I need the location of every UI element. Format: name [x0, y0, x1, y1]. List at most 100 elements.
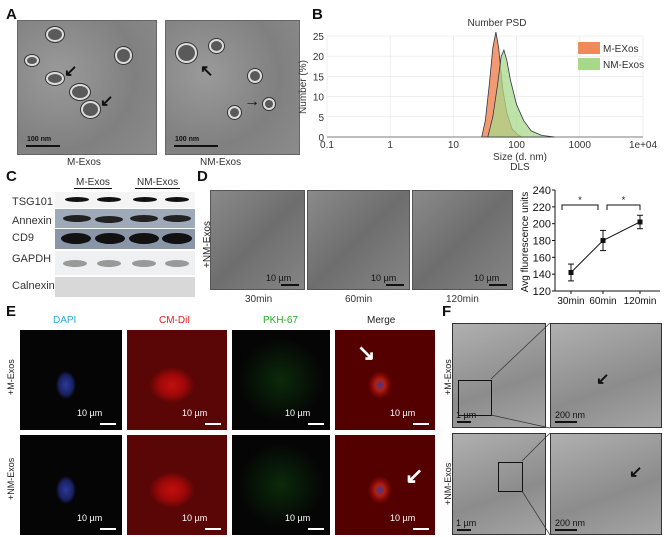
arrow-icon: ↙	[405, 463, 424, 488]
x-tick-label: 30min	[557, 296, 584, 307]
y-tick-label: 20	[313, 52, 325, 63]
y-tick-label: 180	[533, 236, 551, 248]
blot-group-nm-exos: NM-Exos	[135, 177, 181, 189]
y-tick-label: 25	[313, 32, 325, 43]
scale-bar-label: 10 µm	[182, 513, 208, 523]
scale-bar-label: 100 nm	[27, 136, 52, 143]
y-tick-label: 120	[533, 286, 551, 298]
panel-label-d: D	[197, 168, 208, 185]
scale-bar-label: 200 nm	[555, 410, 586, 420]
y-tick-label: 200	[533, 219, 551, 231]
arrow-icon: ↙	[596, 371, 610, 388]
y-tick-label: 140	[533, 269, 551, 281]
y-tick-label: 160	[533, 252, 551, 264]
significance-bracket	[561, 204, 599, 210]
blot-label-tsg101: TSG101	[12, 196, 53, 208]
scale-bar-label: 200 nm	[555, 518, 586, 528]
em-image-m-exos-high: ↙ 200 nm	[550, 323, 662, 428]
row-label-m-exos: +M-Exos	[6, 359, 16, 395]
data-point	[568, 269, 574, 275]
row-label-nm-exos: +NM-Exos	[6, 457, 16, 500]
blot-tsg101	[55, 192, 195, 208]
blot-annexin	[55, 209, 195, 228]
dic-image-120min: 10 µm	[412, 190, 513, 290]
legend-label: M-EXos	[603, 44, 639, 55]
scale-bar-label: 10 µm	[285, 513, 311, 523]
significance-marker: *	[622, 195, 626, 205]
scale-bar-label: 10 µm	[390, 513, 416, 523]
fluorescence-image-cm-dii-nm-exos: 10 µm	[127, 435, 227, 535]
caption-nm-exos: NM-Exos	[200, 157, 242, 168]
chart-title: Number PSD	[468, 18, 527, 29]
y-tick-label: 0	[318, 133, 324, 144]
y-tick-label: 15	[313, 72, 325, 83]
y-tick-label: 5	[318, 113, 324, 124]
x-tick-label: 1000	[569, 140, 592, 151]
data-line	[570, 221, 641, 273]
data-point	[637, 219, 643, 225]
fluorescence-image-pkh-67-nm-exos: 10 µm	[232, 435, 330, 535]
arrow-icon: ↙	[629, 464, 643, 481]
x-tick-label: 0.1	[320, 140, 334, 151]
panel-label-a: A	[6, 6, 17, 23]
arrow-icon: ↖	[200, 63, 214, 80]
y-axis-label: Avg fluorescence units	[520, 192, 531, 292]
blot-label-calnexin: Calnexin	[12, 280, 55, 292]
x-tick-label: 1e+04	[629, 140, 658, 151]
significance-bracket	[606, 204, 641, 210]
fluorescence-image-merge-nm-exos: 10 µm ↙	[335, 435, 435, 535]
area-nm-exos	[487, 48, 555, 138]
dic-image-60min: 10 µm	[307, 190, 410, 290]
arrow-icon: →	[244, 93, 260, 110]
column-label-pkh-67: PKH-67	[263, 315, 299, 326]
scale-bar-label: 10 µm	[474, 273, 500, 283]
fluorescence-image-merge-m-exos: 10 µm ↘	[335, 330, 435, 430]
x-axis-label-2: DLS	[510, 162, 530, 173]
scale-bar-label: 10 µm	[266, 273, 292, 283]
scale-bar-label: 1 µm	[456, 410, 477, 420]
y-tick-label: 220	[533, 202, 551, 214]
blot-label-annexin: Annexin	[12, 215, 52, 227]
tem-image-m-exos: ↙ ↙ 100 nm	[17, 20, 157, 155]
x-tick-label: 1	[387, 140, 393, 151]
legend-swatch	[578, 42, 600, 54]
time-label-60min: 60min	[345, 294, 373, 305]
fluorescence-image-dapi-nm-exos: 10 µm	[20, 435, 122, 535]
fluorescence-image-dapi-m-exos: 10 µm	[20, 330, 122, 430]
scale-bar-label: 10 µm	[371, 273, 397, 283]
em-image-nm-exos-high: ↙ 200 nm	[550, 433, 662, 535]
fluorescence-image-pkh-67-m-exos: 10 µm	[232, 330, 330, 430]
caption-m-exos: M-Exos	[67, 157, 101, 168]
column-label-cm-dii: CM-DiI	[159, 315, 191, 326]
x-tick-label: 60min	[589, 296, 616, 307]
blot-label-cd9: CD9	[12, 232, 35, 244]
arrow-icon: ↙	[100, 93, 114, 110]
scale-bar-label: 10 µm	[77, 513, 103, 523]
significance-marker: *	[578, 195, 582, 205]
panel-label-f: F	[442, 303, 452, 320]
column-label-dapi: DAPI	[53, 315, 77, 326]
scale-bar-label: 1 µm	[456, 518, 477, 528]
x-axis-label: Size (d. nm)	[493, 152, 547, 163]
tem-image-nm-exos: ↖ → 100 nm	[165, 20, 300, 155]
column-label-merge: Merge	[367, 315, 396, 326]
legend-swatch	[578, 58, 600, 70]
time-label-120min: 120min	[446, 294, 479, 305]
blot-gapdh	[55, 251, 195, 275]
scale-bar-label: 10 µm	[390, 408, 416, 418]
x-tick-label: 100	[508, 140, 525, 151]
blot-label-gapdh: GAPDH	[12, 253, 52, 265]
y-tick-label: 10	[313, 93, 325, 104]
em-image-m-exos-low: 1 µm	[452, 323, 546, 428]
fluorescence-image-cm-dii-m-exos: 10 µm	[127, 330, 227, 430]
legend-label: NM-Exos	[603, 60, 644, 71]
em-image-nm-exos-low: 1 µm	[452, 433, 546, 535]
x-tick-label: 10	[448, 140, 460, 151]
arrow-icon: ↘	[357, 340, 376, 365]
arrow-icon: ↙	[64, 63, 78, 80]
scale-bar-label: 10 µm	[182, 408, 208, 418]
y-axis-label: Number (%)	[298, 60, 309, 114]
x-tick-label: 120min	[624, 296, 657, 307]
